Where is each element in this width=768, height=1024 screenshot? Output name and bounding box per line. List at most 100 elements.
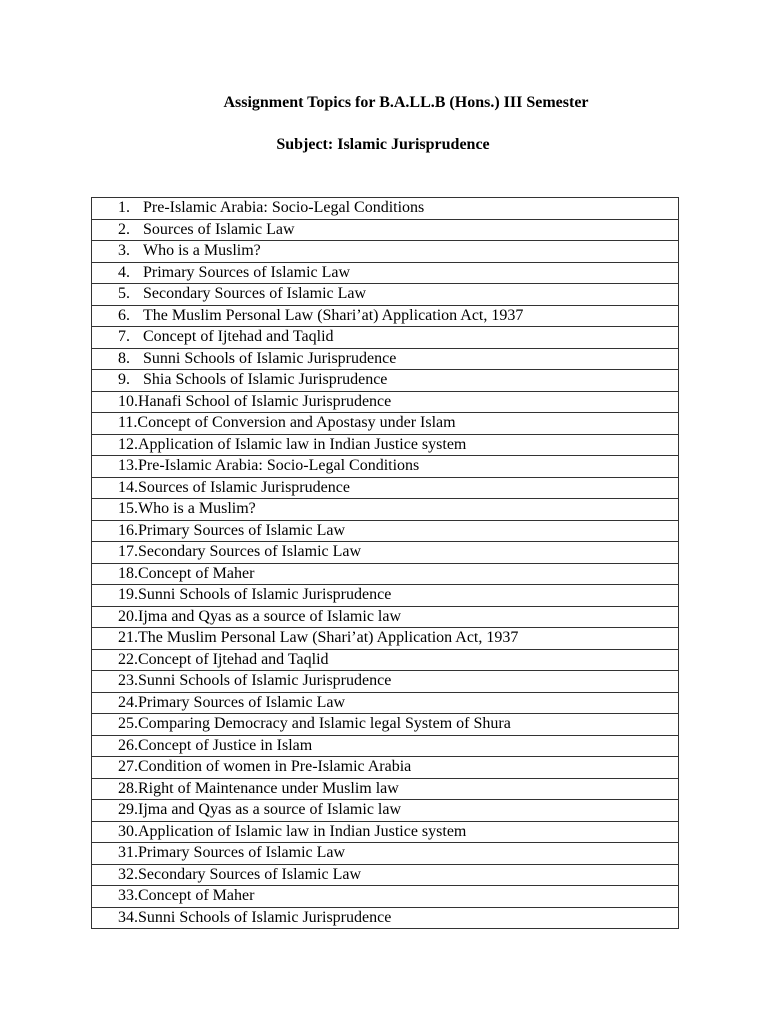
topic-number: 16. <box>118 521 138 539</box>
topic-cell: 19.Sunni Schools of Islamic Jurisprudenc… <box>91 584 679 607</box>
topic-number: 21. <box>118 629 138 647</box>
topic-number: 32. <box>118 865 138 883</box>
table-row: 1. Pre-Islamic Arabia: Socio-Legal Condit… <box>91 197 679 220</box>
table-row: 20.Ijma and Qyas as a source of Islamic … <box>91 605 679 628</box>
table-row: 3. Who is a Muslim? <box>91 240 679 263</box>
table-row: 13.Pre-Islamic Arabia: Socio-Legal Condi… <box>91 455 679 478</box>
topic-text: Secondary Sources of Islamic Law <box>138 543 362 561</box>
topic-text: Primary Sources of Islamic Law <box>138 693 346 711</box>
topic-number: 29. <box>118 801 138 819</box>
table-row: 15.Who is a Muslim? <box>91 498 679 521</box>
document-subject: Subject: Islamic Jurisprudence <box>276 136 490 153</box>
topic-number: 13. <box>118 457 138 475</box>
topic-text: Ijma and Qyas as a source of Islamic law <box>138 607 402 625</box>
topic-cell: 4. Primary Sources of Islamic Law <box>91 261 679 284</box>
topic-text: Comparing Democracy and Islamic legal Sy… <box>138 715 511 733</box>
table-row: 2. Sources of Islamic Law <box>91 218 679 241</box>
topic-text: Primary Sources of Islamic Law <box>138 844 346 862</box>
topic-text: Ijma and Qyas as a source of Islamic law <box>138 801 402 819</box>
table-row: 29.Ijma and Qyas as a source of Islamic … <box>91 799 679 822</box>
table-row: 9. Shia Schools of Islamic Jurisprudence <box>91 369 679 392</box>
topic-text: Right of Maintenance under Muslim law <box>138 779 399 797</box>
topic-text: Shia Schools of Islamic Jurisprudence <box>143 371 388 389</box>
topic-cell: 18.Concept of Maher <box>91 562 679 585</box>
topic-number: 34. <box>118 908 138 926</box>
topic-cell: 7. Concept of Ijtehad and Taqlid <box>91 326 679 349</box>
table-row: 7. Concept of Ijtehad and Taqlid <box>91 326 679 349</box>
topic-cell: 27.Condition of women in Pre-Islamic Ara… <box>91 756 679 779</box>
topic-number: 9. <box>118 371 130 389</box>
topic-number: 19. <box>118 586 138 604</box>
table-row: 34.Sunni Schools of Islamic Jurisprudenc… <box>91 906 679 929</box>
topic-cell: 17.Secondary Sources of Islamic Law <box>91 541 679 564</box>
topic-text: Primary Sources of Islamic Law <box>143 263 351 281</box>
topic-text: Concept of Ijtehad and Taqlid <box>143 328 334 346</box>
topic-number: 30. <box>118 822 138 840</box>
topic-cell: 16.Primary Sources of Islamic Law <box>91 519 679 542</box>
topic-number: 18. <box>118 564 138 582</box>
topic-text: Sunni Schools of Islamic Jurisprudence <box>138 672 392 690</box>
table-row: 10.Hanafi School of Islamic Jurisprudenc… <box>91 390 679 413</box>
topic-number: 26. <box>118 736 138 754</box>
table-row: 21.The Muslim Personal Law (Shari’at) Ap… <box>91 627 679 650</box>
topic-text: Application of Islamic law in Indian Jus… <box>138 822 467 840</box>
topic-cell: 24.Primary Sources of Islamic Law <box>91 691 679 714</box>
topic-number: 5. <box>118 285 130 303</box>
topic-number: 3. <box>118 242 130 260</box>
topic-text: Concept of Maher <box>138 564 255 582</box>
topic-number: 6. <box>118 306 130 324</box>
topic-text: Application of Islamic law in Indian Jus… <box>138 435 467 453</box>
topic-cell: 34.Sunni Schools of Islamic Jurisprudenc… <box>91 906 679 929</box>
topic-cell: 21.The Muslim Personal Law (Shari’at) Ap… <box>91 627 679 650</box>
topic-cell: 14.Sources of Islamic Jurisprudence <box>91 476 679 499</box>
topic-cell: 8. Sunni Schools of Islamic Jurisprudence <box>91 347 679 370</box>
topic-text: Sunni Schools of Islamic Jurisprudence <box>138 908 392 926</box>
topic-text: Pre-Islamic Arabia: Socio-Legal Conditio… <box>143 199 425 217</box>
table-row: 4. Primary Sources of Islamic Law <box>91 261 679 284</box>
topic-number: 7. <box>118 328 130 346</box>
table-row: 8. Sunni Schools of Islamic Jurisprudence <box>91 347 679 370</box>
topic-cell: 12.Application of Islamic law in Indian … <box>91 433 679 456</box>
table-row: 17.Secondary Sources of Islamic Law <box>91 541 679 564</box>
table-row: 32.Secondary Sources of Islamic Law <box>91 863 679 886</box>
topic-cell: 10.Hanafi School of Islamic Jurisprudenc… <box>91 390 679 413</box>
topic-number: 15. <box>118 500 138 518</box>
topic-text: Who is a Muslim? <box>143 242 261 260</box>
topic-cell: 20.Ijma and Qyas as a source of Islamic … <box>91 605 679 628</box>
topics-table: 1. Pre-Islamic Arabia: Socio-Legal Condit… <box>91 197 679 929</box>
topic-cell: 15.Who is a Muslim? <box>91 498 679 521</box>
topic-text: Concept of Maher <box>138 887 255 905</box>
table-row: 11.Concept of Conversion and Apostasy un… <box>91 412 679 435</box>
topic-text: Who is a Muslim? <box>138 500 256 518</box>
topic-cell: 29.Ijma and Qyas as a source of Islamic … <box>91 799 679 822</box>
topic-text: Secondary Sources of Islamic Law <box>143 285 367 303</box>
topic-cell: 33.Concept of Maher <box>91 885 679 908</box>
table-row: 23.Sunni Schools of Islamic Jurisprudenc… <box>91 670 679 693</box>
topic-cell: 9. Shia Schools of Islamic Jurisprudence <box>91 369 679 392</box>
topic-text: The Muslim Personal Law (Shari’at) Appli… <box>138 629 519 647</box>
topic-cell: 3. Who is a Muslim? <box>91 240 679 263</box>
topic-number: 12. <box>118 435 138 453</box>
topic-number: 28. <box>118 779 138 797</box>
topic-number: 31. <box>118 844 138 862</box>
topic-number: 17. <box>118 543 138 561</box>
topic-text: Concept of Conversion and Apostasy under… <box>137 414 456 432</box>
topic-number: 25. <box>118 715 138 733</box>
topic-number: 8. <box>118 349 130 367</box>
table-row: 6. The Muslim Personal Law (Shari’at) App… <box>91 304 679 327</box>
topic-number: 27. <box>118 758 138 776</box>
topic-cell: 30.Application of Islamic law in Indian … <box>91 820 679 843</box>
topic-cell: 26.Concept of Justice in Islam <box>91 734 679 757</box>
table-row: 28.Right of Maintenance under Muslim law <box>91 777 679 800</box>
table-row: 31.Primary Sources of Islamic Law <box>91 842 679 865</box>
topic-cell: 31.Primary Sources of Islamic Law <box>91 842 679 865</box>
topic-number: 33. <box>118 887 138 905</box>
topic-number: 1. <box>118 199 130 217</box>
topic-number: 11. <box>118 414 138 432</box>
topic-cell: 28.Right of Maintenance under Muslim law <box>91 777 679 800</box>
topic-number: 22. <box>118 650 138 668</box>
topic-cell: 2. Sources of Islamic Law <box>91 218 679 241</box>
table-row: 16.Primary Sources of Islamic Law <box>91 519 679 542</box>
table-row: 18.Concept of Maher <box>91 562 679 585</box>
topic-cell: 22.Concept of Ijtehad and Taqlid <box>91 648 679 671</box>
